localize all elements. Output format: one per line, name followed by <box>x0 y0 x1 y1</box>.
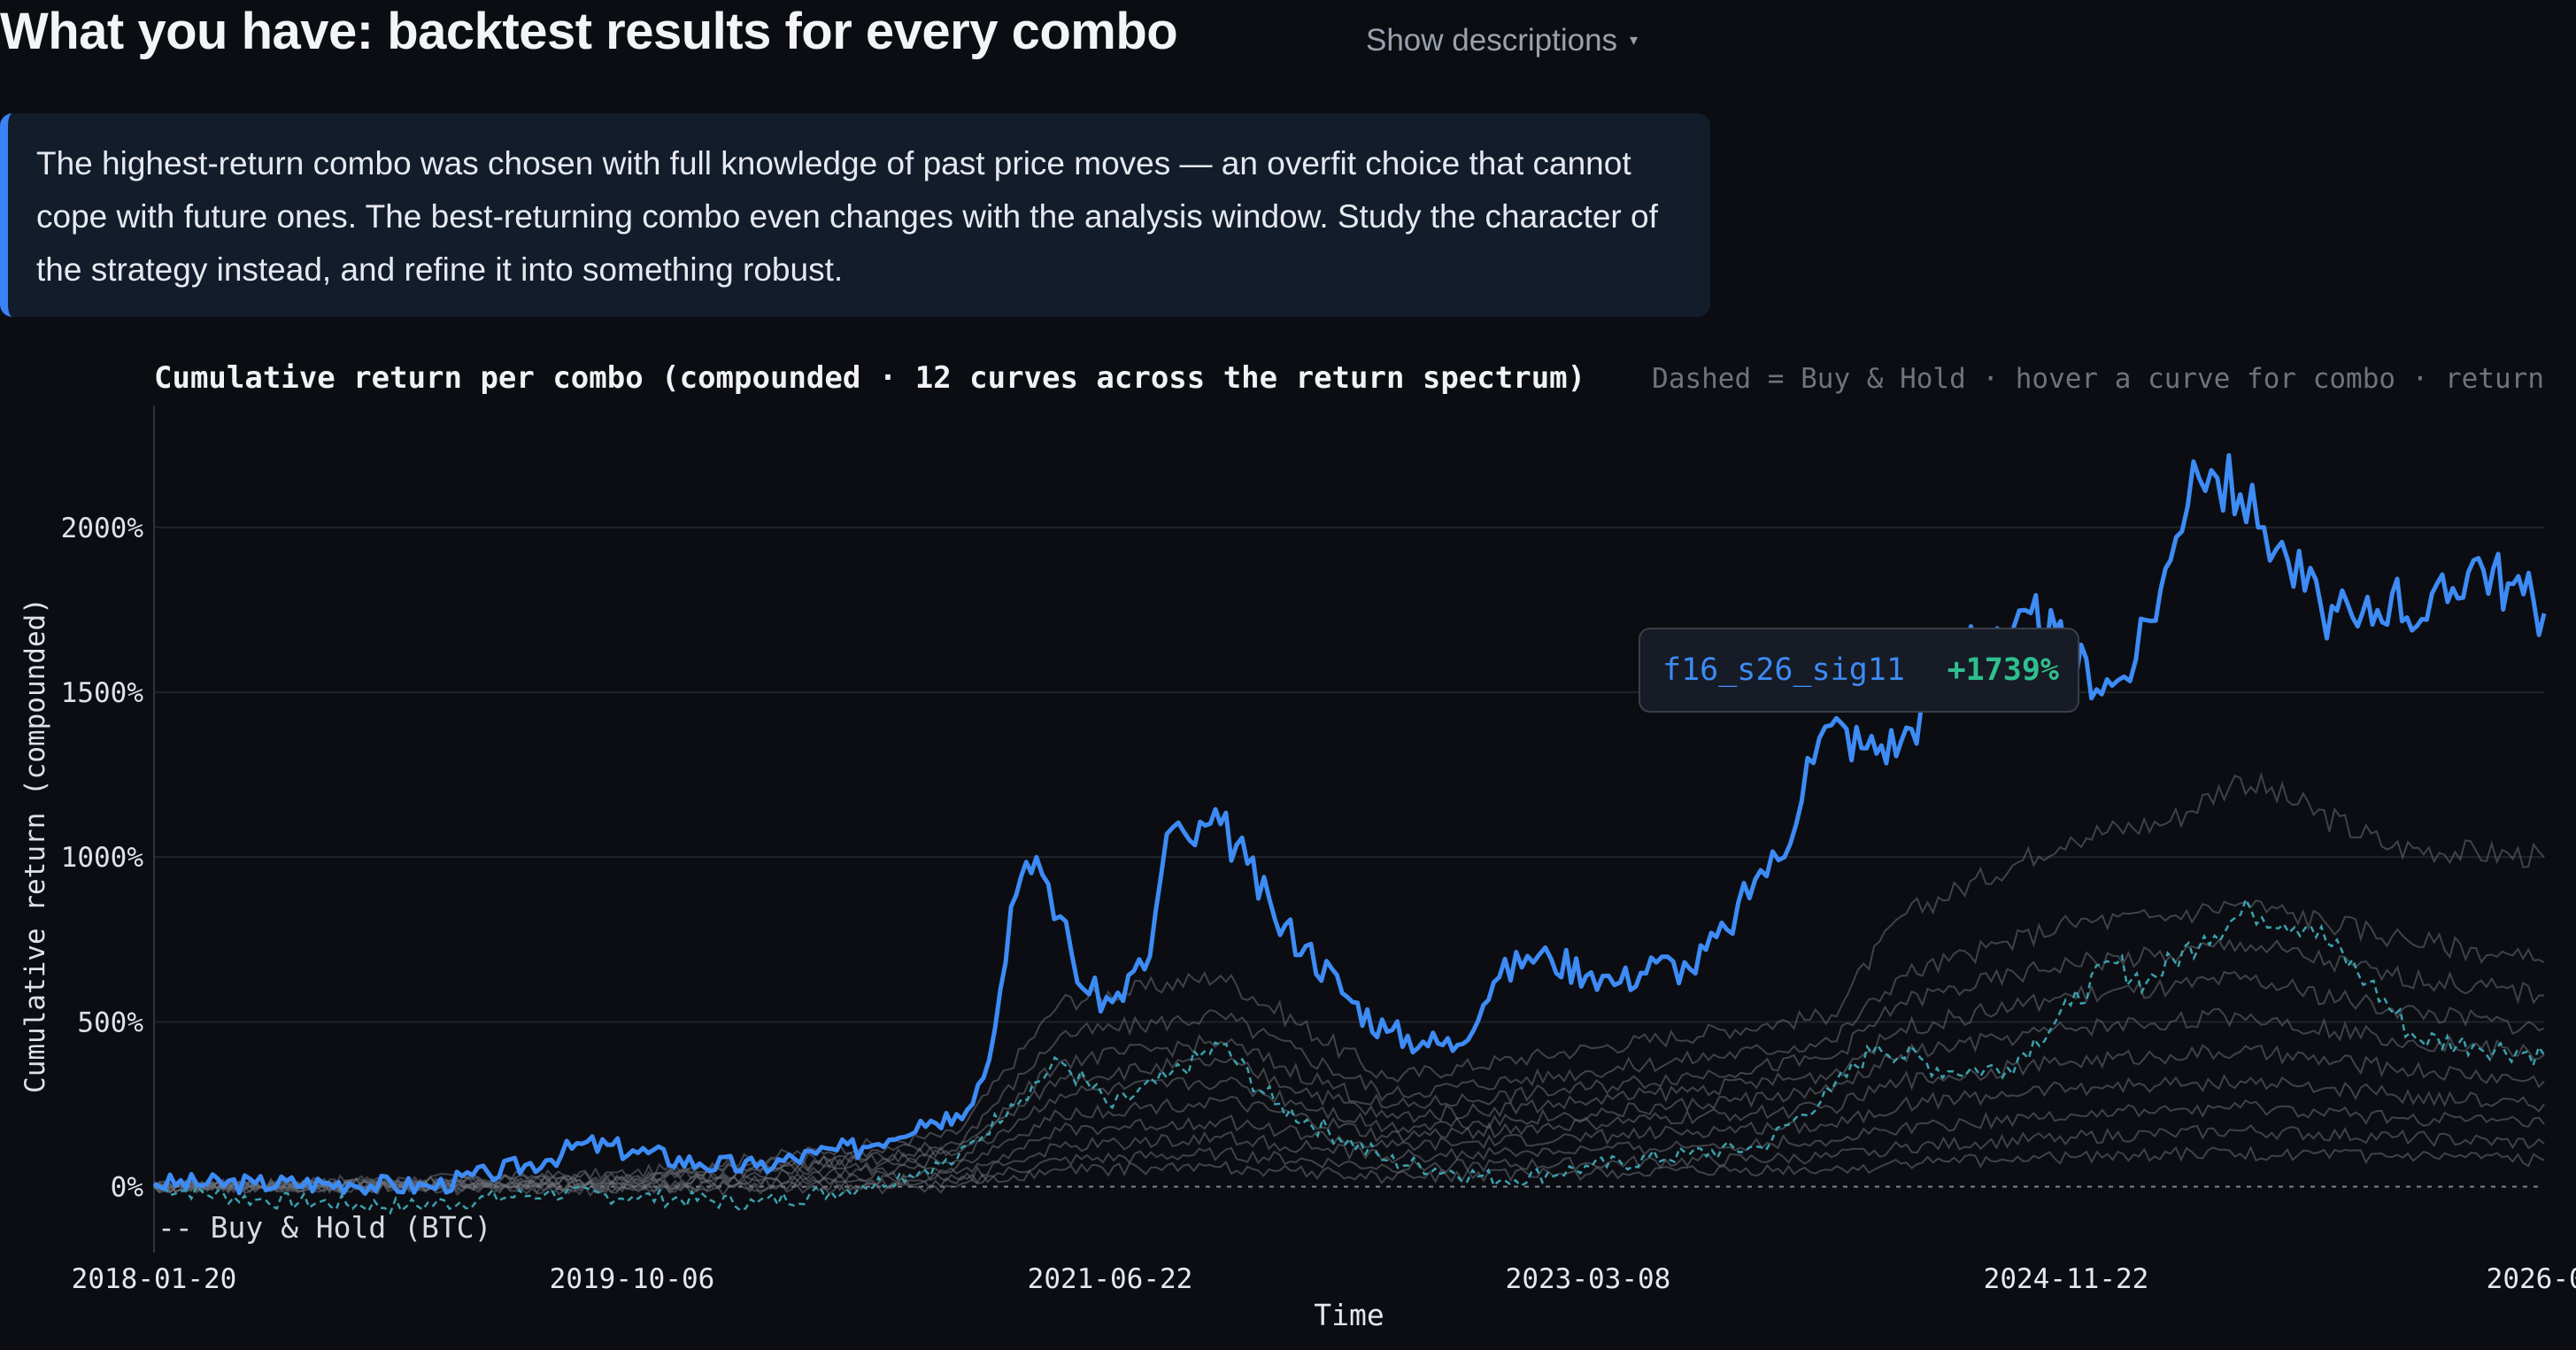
combo-curve-10[interactable] <box>153 1146 2545 1198</box>
x-axis-label: Time <box>1314 1298 1384 1332</box>
x-tick-label: 2026-08 <box>2487 1263 2576 1295</box>
x-tick-label: 2019-10-06 <box>550 1263 715 1295</box>
y-tick-label: 2000% <box>61 513 144 544</box>
gridlines <box>154 526 2544 1188</box>
buy-hold-curve[interactable] <box>153 896 2546 1215</box>
chart-container: Cumulative return per combo (compounded … <box>0 345 2576 1346</box>
combo-curve-4[interactable] <box>153 970 2545 1194</box>
combo-curve-2[interactable] <box>153 899 2545 1193</box>
x-tick-label: 2018-01-20 <box>72 1263 237 1295</box>
y-tick-label: 1500% <box>61 677 144 709</box>
combo-curve-6[interactable] <box>153 1044 2545 1193</box>
tooltip-combo: f16_s26_sig11 <box>1662 652 1905 688</box>
tooltip: f16_s26_sig11 +1739% <box>1639 628 2079 713</box>
chart-title: Cumulative return per combo (compounded … <box>154 360 1585 396</box>
chart-subtitle: Dashed = Buy & Hold · hover a curve for … <box>1652 363 2544 395</box>
y-axis-label: Cumulative return (compounded) <box>19 598 51 1093</box>
combo-curve-7[interactable] <box>153 1074 2545 1194</box>
y-tick-label: 0% <box>111 1172 144 1204</box>
overfit-warning-callout: The highest-return combo was chosen with… <box>0 113 1710 317</box>
x-tick-label: 2021-06-22 <box>1028 1263 1193 1295</box>
y-tick-label: 500% <box>77 1007 143 1038</box>
combo-curve-3[interactable] <box>153 938 2545 1193</box>
series-layer <box>152 452 2547 1215</box>
y-tick-label: 1000% <box>61 842 144 874</box>
show-descriptions-toggle[interactable]: Show descriptions ▾ <box>1366 23 1638 58</box>
tooltip-box <box>1639 628 2079 713</box>
page-header: What you have: backtest results for ever… <box>0 0 1717 76</box>
combo-curve-9[interactable] <box>153 1123 2545 1196</box>
show-descriptions-label: Show descriptions <box>1366 23 1618 58</box>
tooltip-value: +1739% <box>1947 652 2059 688</box>
legend-buy-hold: -- Buy & Hold (BTC) <box>158 1210 492 1245</box>
x-axis: 2018-01-20 2019-10-06 2021-06-22 2023-03-08… <box>72 1263 2576 1295</box>
x-tick-label: 2024-11-22 <box>1984 1263 2149 1295</box>
highlight-curve-best-combo[interactable] <box>152 452 2547 1196</box>
callout-text: The highest-return combo was chosen with… <box>36 145 1658 288</box>
chevron-down-icon: ▾ <box>1630 31 1639 49</box>
x-tick-label: 2023-03-08 <box>1506 1263 1671 1295</box>
cumulative-return-chart: Cumulative return per combo (compounded … <box>19 360 2576 1332</box>
y-axis: 0% 500% 1000% 1500% 2000% <box>61 513 144 1204</box>
page-title: What you have: backtest results for ever… <box>0 3 1178 60</box>
